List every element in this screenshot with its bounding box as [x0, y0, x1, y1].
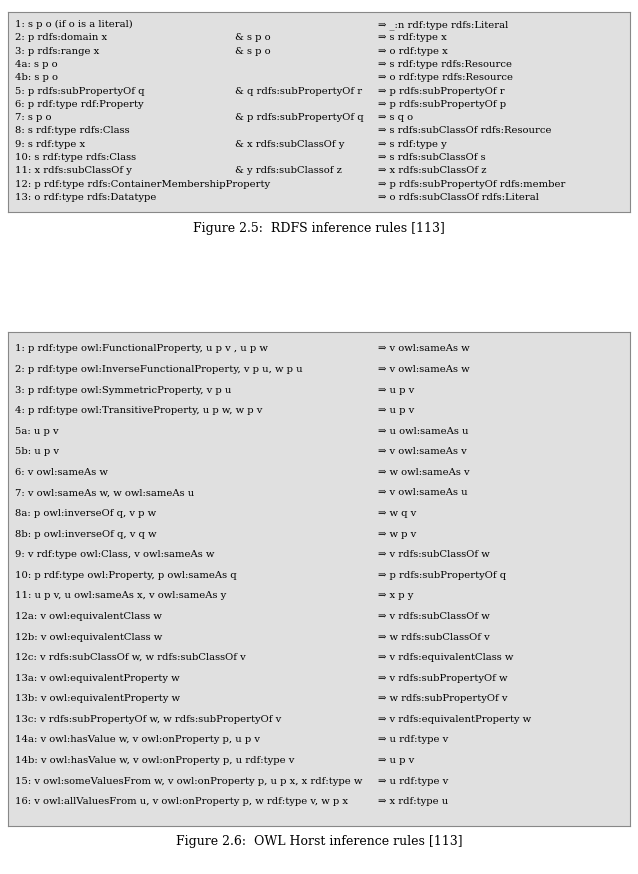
- Text: 6: p rdf:type rdf:Property: 6: p rdf:type rdf:Property: [15, 100, 144, 109]
- Text: 5b: u p v: 5b: u p v: [15, 447, 59, 456]
- Text: 11: u p v, u owl:sameAs x, v owl:sameAs y: 11: u p v, u owl:sameAs x, v owl:sameAs …: [15, 592, 226, 600]
- Text: ⇒ x p y: ⇒ x p y: [378, 592, 413, 600]
- Text: ⇒ v owl:sameAs u: ⇒ v owl:sameAs u: [378, 489, 468, 497]
- Text: 6: v owl:sameAs w: 6: v owl:sameAs w: [15, 468, 108, 477]
- Text: 14a: v owl:hasValue w, v owl:onProperty p, u p v: 14a: v owl:hasValue w, v owl:onProperty …: [15, 735, 260, 745]
- Text: ⇒ o rdfs:subClassOf rdfs:Literal: ⇒ o rdfs:subClassOf rdfs:Literal: [378, 193, 539, 202]
- Text: ⇒ s rdf:type x: ⇒ s rdf:type x: [378, 33, 447, 43]
- Text: ⇒ s rdfs:subClassOf rdfs:Resource: ⇒ s rdfs:subClassOf rdfs:Resource: [378, 127, 552, 135]
- Text: Figure 2.6:  OWL Horst inference rules [113]: Figure 2.6: OWL Horst inference rules [1…: [175, 836, 463, 848]
- Text: ⇒ x rdf:type u: ⇒ x rdf:type u: [378, 797, 449, 806]
- Text: ⇒ o rdf:type rdfs:Resource: ⇒ o rdf:type rdfs:Resource: [378, 73, 513, 82]
- Text: 9: s rdf:type x: 9: s rdf:type x: [15, 140, 85, 149]
- Text: ⇒ u p v: ⇒ u p v: [378, 756, 415, 765]
- Text: ⇒ v owl:sameAs w: ⇒ v owl:sameAs w: [378, 365, 470, 374]
- Text: 8a: p owl:inverseOf q, v p w: 8a: p owl:inverseOf q, v p w: [15, 509, 156, 518]
- Text: & p rdfs:subPropertyOf q: & p rdfs:subPropertyOf q: [235, 114, 364, 122]
- Text: 1: s p o (if o is a literal): 1: s p o (if o is a literal): [15, 20, 133, 30]
- Text: 7: s p o: 7: s p o: [15, 114, 52, 122]
- Text: 12c: v rdfs:subClassOf w, w rdfs:subClassOf v: 12c: v rdfs:subClassOf w, w rdfs:subClas…: [15, 653, 246, 662]
- Text: ⇒ p rdfs:subPropertyOf r: ⇒ p rdfs:subPropertyOf r: [378, 87, 505, 95]
- Text: ⇒ u owl:sameAs u: ⇒ u owl:sameAs u: [378, 427, 469, 436]
- Text: ⇒ v rdfs:subPropertyOf w: ⇒ v rdfs:subPropertyOf w: [378, 674, 508, 683]
- Text: 16: v owl:allValuesFrom u, v owl:onProperty p, w rdf:type v, w p x: 16: v owl:allValuesFrom u, v owl:onPrope…: [15, 797, 348, 806]
- Text: ⇒ w owl:sameAs v: ⇒ w owl:sameAs v: [378, 468, 470, 477]
- Text: 14b: v owl:hasValue w, v owl:onProperty p, u rdf:type v: 14b: v owl:hasValue w, v owl:onProperty …: [15, 756, 295, 765]
- Text: 7: v owl:sameAs w, w owl:sameAs u: 7: v owl:sameAs w, w owl:sameAs u: [15, 489, 195, 497]
- Text: ⇒ v rdfs:equivalentProperty w: ⇒ v rdfs:equivalentProperty w: [378, 715, 531, 724]
- Text: & x rdfs:subClassOf y: & x rdfs:subClassOf y: [235, 140, 345, 149]
- Text: ⇒ v owl:sameAs v: ⇒ v owl:sameAs v: [378, 447, 467, 456]
- Text: 13: o rdf:type rdfs:Datatype: 13: o rdf:type rdfs:Datatype: [15, 193, 156, 202]
- Text: ⇒ s rdf:type y: ⇒ s rdf:type y: [378, 140, 447, 149]
- Text: 3: p rdf:type owl:SymmetricProperty, v p u: 3: p rdf:type owl:SymmetricProperty, v p…: [15, 385, 232, 395]
- Text: ⇒ p rdfs:subPropertyOf p: ⇒ p rdfs:subPropertyOf p: [378, 100, 507, 109]
- Text: ⇒ x rdfs:subClassOf z: ⇒ x rdfs:subClassOf z: [378, 166, 487, 176]
- Text: ⇒ u rdf:type v: ⇒ u rdf:type v: [378, 777, 449, 786]
- Text: 13c: v rdfs:subPropertyOf w, w rdfs:subPropertyOf v: 13c: v rdfs:subPropertyOf w, w rdfs:subP…: [15, 715, 281, 724]
- Text: & y rdfs:subClassof z: & y rdfs:subClassof z: [235, 166, 342, 176]
- Text: ⇒ o rdf:type x: ⇒ o rdf:type x: [378, 47, 448, 56]
- Text: 1: p rdf:type owl:FunctionalProperty, u p v , u p w: 1: p rdf:type owl:FunctionalProperty, u …: [15, 344, 268, 353]
- Text: 10: s rdf:type rdfs:Class: 10: s rdf:type rdfs:Class: [15, 153, 137, 162]
- Text: ⇒ v owl:sameAs w: ⇒ v owl:sameAs w: [378, 344, 470, 353]
- Text: ⇒ v rdfs:subClassOf w: ⇒ v rdfs:subClassOf w: [378, 612, 490, 621]
- Text: & q rdfs:subPropertyOf r: & q rdfs:subPropertyOf r: [235, 87, 362, 95]
- Text: ⇒ s rdf:type rdfs:Resource: ⇒ s rdf:type rdfs:Resource: [378, 60, 512, 69]
- Text: 3: p rdfs:range x: 3: p rdfs:range x: [15, 47, 100, 56]
- Text: ⇒ v rdfs:equivalentClass w: ⇒ v rdfs:equivalentClass w: [378, 653, 514, 662]
- Text: 5a: u p v: 5a: u p v: [15, 427, 59, 436]
- Text: 2: p rdf:type owl:InverseFunctionalProperty, v p u, w p u: 2: p rdf:type owl:InverseFunctionalPrope…: [15, 365, 303, 374]
- Text: ⇒ w rdfs:subClassOf v: ⇒ w rdfs:subClassOf v: [378, 633, 490, 642]
- Text: 9: v rdf:type owl:Class, v owl:sameAs w: 9: v rdf:type owl:Class, v owl:sameAs w: [15, 551, 214, 559]
- Text: ⇒ s q o: ⇒ s q o: [378, 114, 413, 122]
- Text: ⇒ p rdfs:subPropertyOf q: ⇒ p rdfs:subPropertyOf q: [378, 571, 507, 579]
- Text: 15: v owl:someValuesFrom w, v owl:onProperty p, u p x, x rdf:type w: 15: v owl:someValuesFrom w, v owl:onProp…: [15, 777, 362, 786]
- Text: 12a: v owl:equivalentClass w: 12a: v owl:equivalentClass w: [15, 612, 162, 621]
- Text: ⇒ w rdfs:subPropertyOf v: ⇒ w rdfs:subPropertyOf v: [378, 694, 508, 704]
- Text: 5: p rdfs:subPropertyOf q: 5: p rdfs:subPropertyOf q: [15, 87, 145, 95]
- Text: 4b: s p o: 4b: s p o: [15, 73, 58, 82]
- Text: 2: p rdfs:domain x: 2: p rdfs:domain x: [15, 33, 107, 43]
- Text: 12b: v owl:equivalentClass w: 12b: v owl:equivalentClass w: [15, 633, 163, 642]
- Text: 13b: v owl:equivalentProperty w: 13b: v owl:equivalentProperty w: [15, 694, 180, 704]
- Text: 13a: v owl:equivalentProperty w: 13a: v owl:equivalentProperty w: [15, 674, 180, 683]
- Text: 8b: p owl:inverseOf q, v q w: 8b: p owl:inverseOf q, v q w: [15, 530, 156, 538]
- Text: ⇒ p rdfs:subPropertyOf rdfs:member: ⇒ p rdfs:subPropertyOf rdfs:member: [378, 180, 565, 189]
- Text: 10: p rdf:type owl:Property, p owl:sameAs q: 10: p rdf:type owl:Property, p owl:sameA…: [15, 571, 237, 579]
- Text: 8: s rdf:type rdfs:Class: 8: s rdf:type rdfs:Class: [15, 127, 130, 135]
- Text: 11: x rdfs:subClassOf y: 11: x rdfs:subClassOf y: [15, 166, 132, 176]
- Text: ⇒ u rdf:type v: ⇒ u rdf:type v: [378, 735, 449, 745]
- Text: ⇒ w q v: ⇒ w q v: [378, 509, 417, 518]
- Text: ⇒ u p v: ⇒ u p v: [378, 385, 415, 395]
- Text: ⇒ v rdfs:subClassOf w: ⇒ v rdfs:subClassOf w: [378, 551, 490, 559]
- Text: ⇒ _:n rdf:type rdfs:Literal: ⇒ _:n rdf:type rdfs:Literal: [378, 20, 508, 30]
- Text: 4a: s p o: 4a: s p o: [15, 60, 58, 69]
- Text: Figure 2.5:  RDFS inference rules [113]: Figure 2.5: RDFS inference rules [113]: [193, 223, 445, 235]
- Text: 12: p rdf:type rdfs:ContainerMembershipProperty: 12: p rdf:type rdfs:ContainerMembershipP…: [15, 180, 271, 189]
- Text: ⇒ s rdfs:subClassOf s: ⇒ s rdfs:subClassOf s: [378, 153, 486, 162]
- Text: ⇒ w p v: ⇒ w p v: [378, 530, 417, 538]
- Text: & s p o: & s p o: [235, 47, 271, 56]
- Text: ⇒ u p v: ⇒ u p v: [378, 406, 415, 415]
- Text: & s p o: & s p o: [235, 33, 271, 43]
- Text: 4: p rdf:type owl:TransitiveProperty, u p w, w p v: 4: p rdf:type owl:TransitiveProperty, u …: [15, 406, 262, 415]
